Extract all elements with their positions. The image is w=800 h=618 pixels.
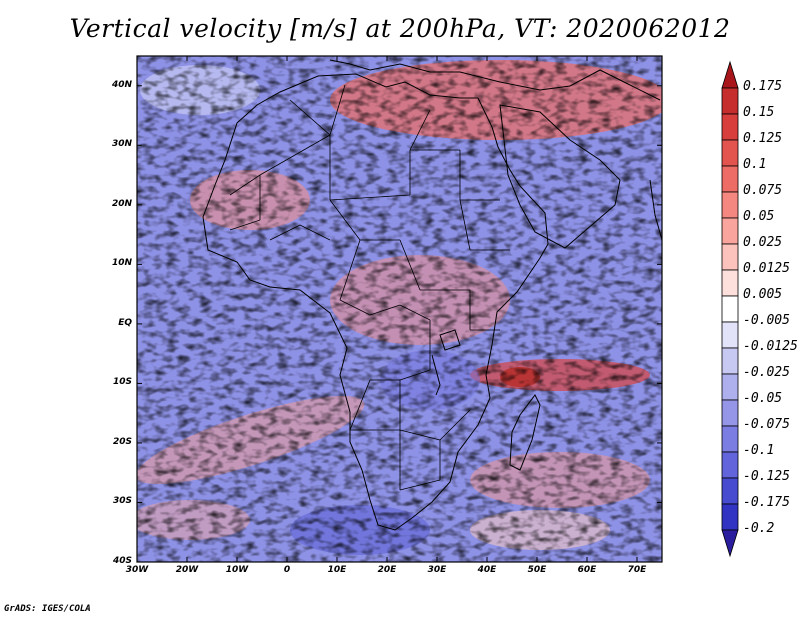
- colorbar-level-label: -0.025: [743, 365, 790, 380]
- lat-tick-label: 30S: [112, 496, 132, 507]
- colorbar-swatch: [721, 503, 739, 531]
- lon-tick-label: 40E: [477, 565, 497, 575]
- colorbar: [721, 60, 739, 558]
- colorbar-swatch: [721, 347, 739, 375]
- lon-tick-label: 70E: [627, 565, 647, 575]
- lon-tick-label: 10E: [327, 565, 347, 575]
- colorbar-level-label: 0.005: [743, 287, 783, 302]
- country-borders: [202, 59, 662, 531]
- colorbar-swatch: [721, 113, 739, 141]
- border-lines: [229, 84, 510, 491]
- colorbar-swatch: [721, 399, 739, 427]
- colorbar-level-label: 0.075: [743, 183, 783, 198]
- lon-tick-label: 50E: [527, 565, 547, 575]
- colorbar-swatch: [721, 477, 739, 505]
- coastline-madagascar: [509, 394, 541, 471]
- map-title: Vertical velocity [m/s] at 200hPa, VT: 2…: [69, 14, 731, 43]
- lon-tick-label: 0: [283, 565, 291, 575]
- colorbar-swatch: [721, 217, 739, 245]
- colorbar-swatch: [721, 87, 739, 115]
- colorbar-swatch: [721, 191, 739, 219]
- colorbar-swatch: [721, 139, 739, 167]
- lat-tick-label: 20S: [112, 436, 132, 447]
- colorbar-top-arrow: [721, 60, 739, 89]
- coastline-arabia: [499, 104, 621, 249]
- colorbar-level-label: 0.025: [743, 235, 783, 250]
- colorbar-level-label: -0.05: [743, 391, 783, 406]
- lat-tick-label: 10N: [111, 258, 132, 269]
- colorbar-swatch: [721, 165, 739, 193]
- lat-tick-label: 20N: [111, 198, 132, 209]
- colorbar-level-label: -0.075: [743, 417, 790, 432]
- colorbar-level-label: 0.05: [743, 209, 775, 224]
- colorbar-swatch: [721, 451, 739, 479]
- lon-tick-label: 20W: [175, 565, 199, 575]
- colorbar-swatch: [721, 425, 739, 453]
- colorbar-level-label: -0.0125: [743, 339, 798, 354]
- lon-tick-label: 30W: [125, 565, 149, 575]
- colorbar-swatch: [721, 269, 739, 297]
- colorbar-level-label: -0.2: [743, 521, 775, 536]
- lon-tick-label: 30E: [427, 565, 447, 575]
- lake-tanganyika: [431, 354, 441, 396]
- credit-footer: GrADS: IGES/COLA: [4, 604, 91, 614]
- lat-tick-label: 10S: [112, 377, 132, 388]
- colorbar-level-label: 0.15: [743, 105, 775, 120]
- coastline-africa: [202, 73, 549, 531]
- colorbar-swatch: [721, 373, 739, 401]
- colorbar-level-label: -0.005: [743, 313, 790, 328]
- colorbar-level-label: 0.0125: [743, 261, 790, 276]
- colorbar-swatch: [721, 243, 739, 271]
- lat-tick-label: 40S: [112, 556, 132, 566]
- colorbar-swatch: [721, 321, 739, 349]
- axis-ticks: [136, 56, 662, 563]
- lat-tick-label: EQ: [118, 317, 132, 328]
- velocity-field: [137, 56, 662, 562]
- lake-victoria: [439, 329, 461, 351]
- coastline-india: [649, 179, 662, 241]
- colorbar-level-label: 0.175: [743, 79, 783, 94]
- colorbar-level-label: 0.1: [743, 157, 767, 172]
- lon-tick-label: 10W: [225, 565, 249, 575]
- colorbar-swatch: [721, 295, 739, 323]
- coastline-europe: [329, 59, 661, 101]
- lat-tick-label: 40N: [111, 79, 132, 90]
- colorbar-level-label: -0.175: [743, 495, 790, 510]
- lat-tick-label: 30N: [111, 139, 132, 150]
- colorbar-level-label: -0.1: [743, 443, 775, 458]
- colorbar-level-label: -0.125: [743, 469, 790, 484]
- lon-tick-label: 20E: [377, 565, 397, 575]
- colorbar-bottom-arrow: [721, 529, 739, 558]
- plot-frame: [136, 55, 663, 563]
- colorbar-level-label: 0.125: [743, 131, 783, 146]
- lon-tick-label: 60E: [577, 565, 597, 575]
